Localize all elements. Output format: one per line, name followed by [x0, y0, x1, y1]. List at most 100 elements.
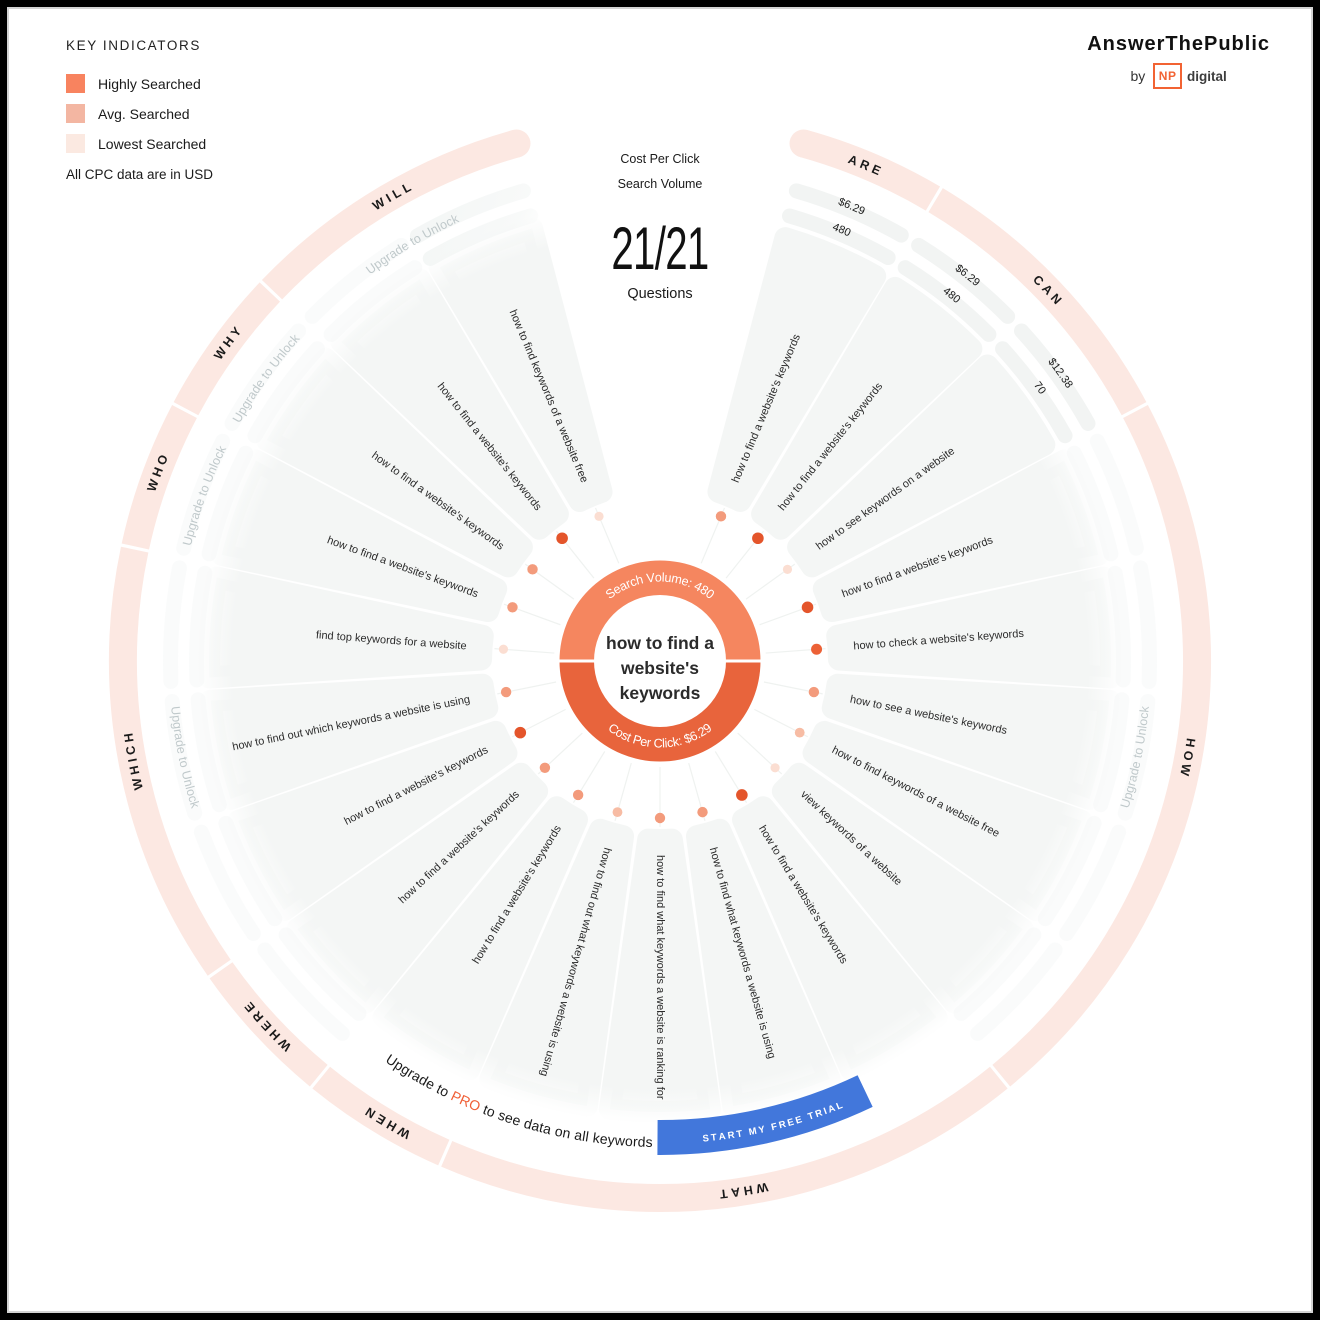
svg-text:S: S	[702, 1133, 709, 1145]
svg-text:r: r	[633, 1133, 639, 1149]
svg-text:c: c	[185, 794, 200, 804]
svg-text:O: O	[1180, 750, 1196, 762]
svg-text:h: h	[634, 572, 644, 587]
svg-text:k: k	[671, 734, 681, 749]
svg-text:0: 0	[842, 226, 852, 239]
svg-text:l: l	[662, 736, 665, 750]
svg-text:d: d	[637, 1134, 645, 1150]
svg-text:U: U	[1118, 797, 1134, 810]
svg-text:n: n	[1134, 727, 1149, 736]
svg-text:Y: Y	[758, 1124, 767, 1136]
svg-text:V: V	[646, 571, 657, 586]
svg-text:u: u	[664, 571, 672, 586]
svg-text:e: e	[599, 1130, 609, 1147]
svg-text:0: 0	[1035, 385, 1048, 397]
svg-text:l: l	[581, 1128, 587, 1144]
svg-text:o: o	[1136, 718, 1151, 727]
svg-text:r: r	[186, 517, 201, 525]
svg-text:T: T	[736, 1128, 744, 1140]
svg-text:l: l	[1135, 725, 1149, 730]
svg-text:W: W	[144, 477, 161, 493]
svg-text:E: E	[786, 1117, 795, 1129]
svg-text:a: a	[542, 1120, 554, 1137]
svg-text:2: 2	[1053, 366, 1066, 378]
svg-text:d: d	[522, 1115, 534, 1133]
svg-text:r: r	[1124, 780, 1139, 788]
svg-text:p: p	[169, 714, 184, 723]
svg-text:l: l	[661, 571, 664, 585]
svg-text:o: o	[176, 759, 191, 769]
svg-text:T: T	[710, 1132, 717, 1144]
svg-text:k: k	[187, 800, 202, 811]
svg-text:t: t	[176, 756, 191, 763]
svg-text:n: n	[204, 464, 220, 476]
svg-text:H: H	[121, 732, 136, 743]
svg-text:e: e	[174, 745, 189, 754]
svg-text:e: e	[680, 574, 691, 589]
svg-text:r: r	[383, 250, 394, 264]
svg-text:H: H	[127, 764, 143, 776]
svg-text:R: R	[727, 1130, 736, 1142]
svg-text:how to find what keywords a we: how to find what keywords a website is r…	[654, 855, 666, 1100]
svg-text:W: W	[130, 776, 146, 791]
svg-text:c: c	[211, 449, 226, 461]
svg-text:8: 8	[836, 223, 846, 236]
svg-text:k: k	[592, 1129, 602, 1146]
svg-text:U: U	[180, 535, 196, 547]
svg-text:H: H	[743, 1183, 754, 1198]
svg-text:t: t	[258, 370, 272, 381]
svg-text:.: .	[848, 201, 855, 213]
svg-text:p: p	[182, 528, 197, 538]
svg-text:a: a	[171, 732, 186, 741]
svg-text:o: o	[553, 1123, 564, 1140]
svg-text:s: s	[496, 1107, 508, 1124]
svg-text:website's: website's	[620, 658, 699, 678]
svg-text:y: y	[607, 1131, 616, 1148]
svg-text:e: e	[639, 734, 649, 749]
svg-text:$: $	[682, 731, 693, 747]
svg-text:c: c	[666, 736, 674, 751]
svg-text:t: t	[481, 1101, 491, 1117]
svg-text:g: g	[184, 521, 199, 532]
svg-text:R: R	[778, 1119, 788, 1131]
svg-text:g: g	[170, 721, 185, 730]
svg-text:T: T	[719, 1186, 729, 1201]
svg-text:k: k	[1137, 705, 1152, 713]
svg-text:l: l	[207, 462, 221, 470]
svg-text:l: l	[434, 220, 443, 234]
svg-text:U: U	[179, 769, 195, 781]
svg-text:w: w	[613, 1132, 626, 1149]
svg-text:r: r	[624, 576, 633, 591]
svg-text:C: C	[123, 745, 138, 756]
svg-text:i: i	[664, 736, 668, 750]
svg-text:o: o	[625, 1133, 634, 1149]
svg-text::: :	[677, 734, 684, 748]
svg-text:8: 8	[1062, 379, 1075, 391]
svg-text:W: W	[1177, 763, 1193, 778]
svg-text:F: F	[770, 1121, 778, 1133]
svg-text:c: c	[443, 214, 455, 229]
svg-text:d: d	[1127, 767, 1142, 777]
svg-text:I: I	[384, 191, 394, 205]
svg-text:L: L	[835, 1100, 845, 1112]
svg-text:o: o	[197, 483, 213, 495]
svg-text:U: U	[1133, 734, 1148, 745]
svg-text:c: c	[1137, 712, 1152, 720]
svg-text:A: A	[730, 1185, 741, 1200]
svg-text::: :	[686, 576, 694, 590]
svg-text:l: l	[584, 1128, 590, 1144]
svg-text:C: C	[653, 736, 662, 750]
svg-text:2: 2	[851, 202, 861, 215]
svg-text:r: r	[646, 736, 652, 750]
svg-text:t: t	[195, 489, 210, 498]
svg-text:P: P	[631, 732, 643, 748]
svg-text:c: c	[628, 574, 638, 589]
svg-text:d: d	[190, 503, 205, 514]
svg-text:A: A	[826, 1103, 836, 1116]
svg-text:4: 4	[831, 221, 841, 234]
svg-text:l: l	[277, 347, 290, 358]
svg-text:g: g	[1122, 784, 1137, 794]
svg-text:t: t	[434, 1080, 445, 1096]
svg-text:s: s	[645, 1134, 652, 1150]
svg-text:o: o	[655, 570, 662, 584]
